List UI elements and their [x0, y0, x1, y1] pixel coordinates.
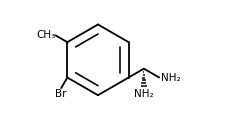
Text: NH₂: NH₂	[161, 72, 180, 83]
Text: CH₃: CH₃	[36, 30, 55, 40]
Text: Br: Br	[55, 89, 67, 99]
Text: NH₂: NH₂	[134, 89, 154, 99]
